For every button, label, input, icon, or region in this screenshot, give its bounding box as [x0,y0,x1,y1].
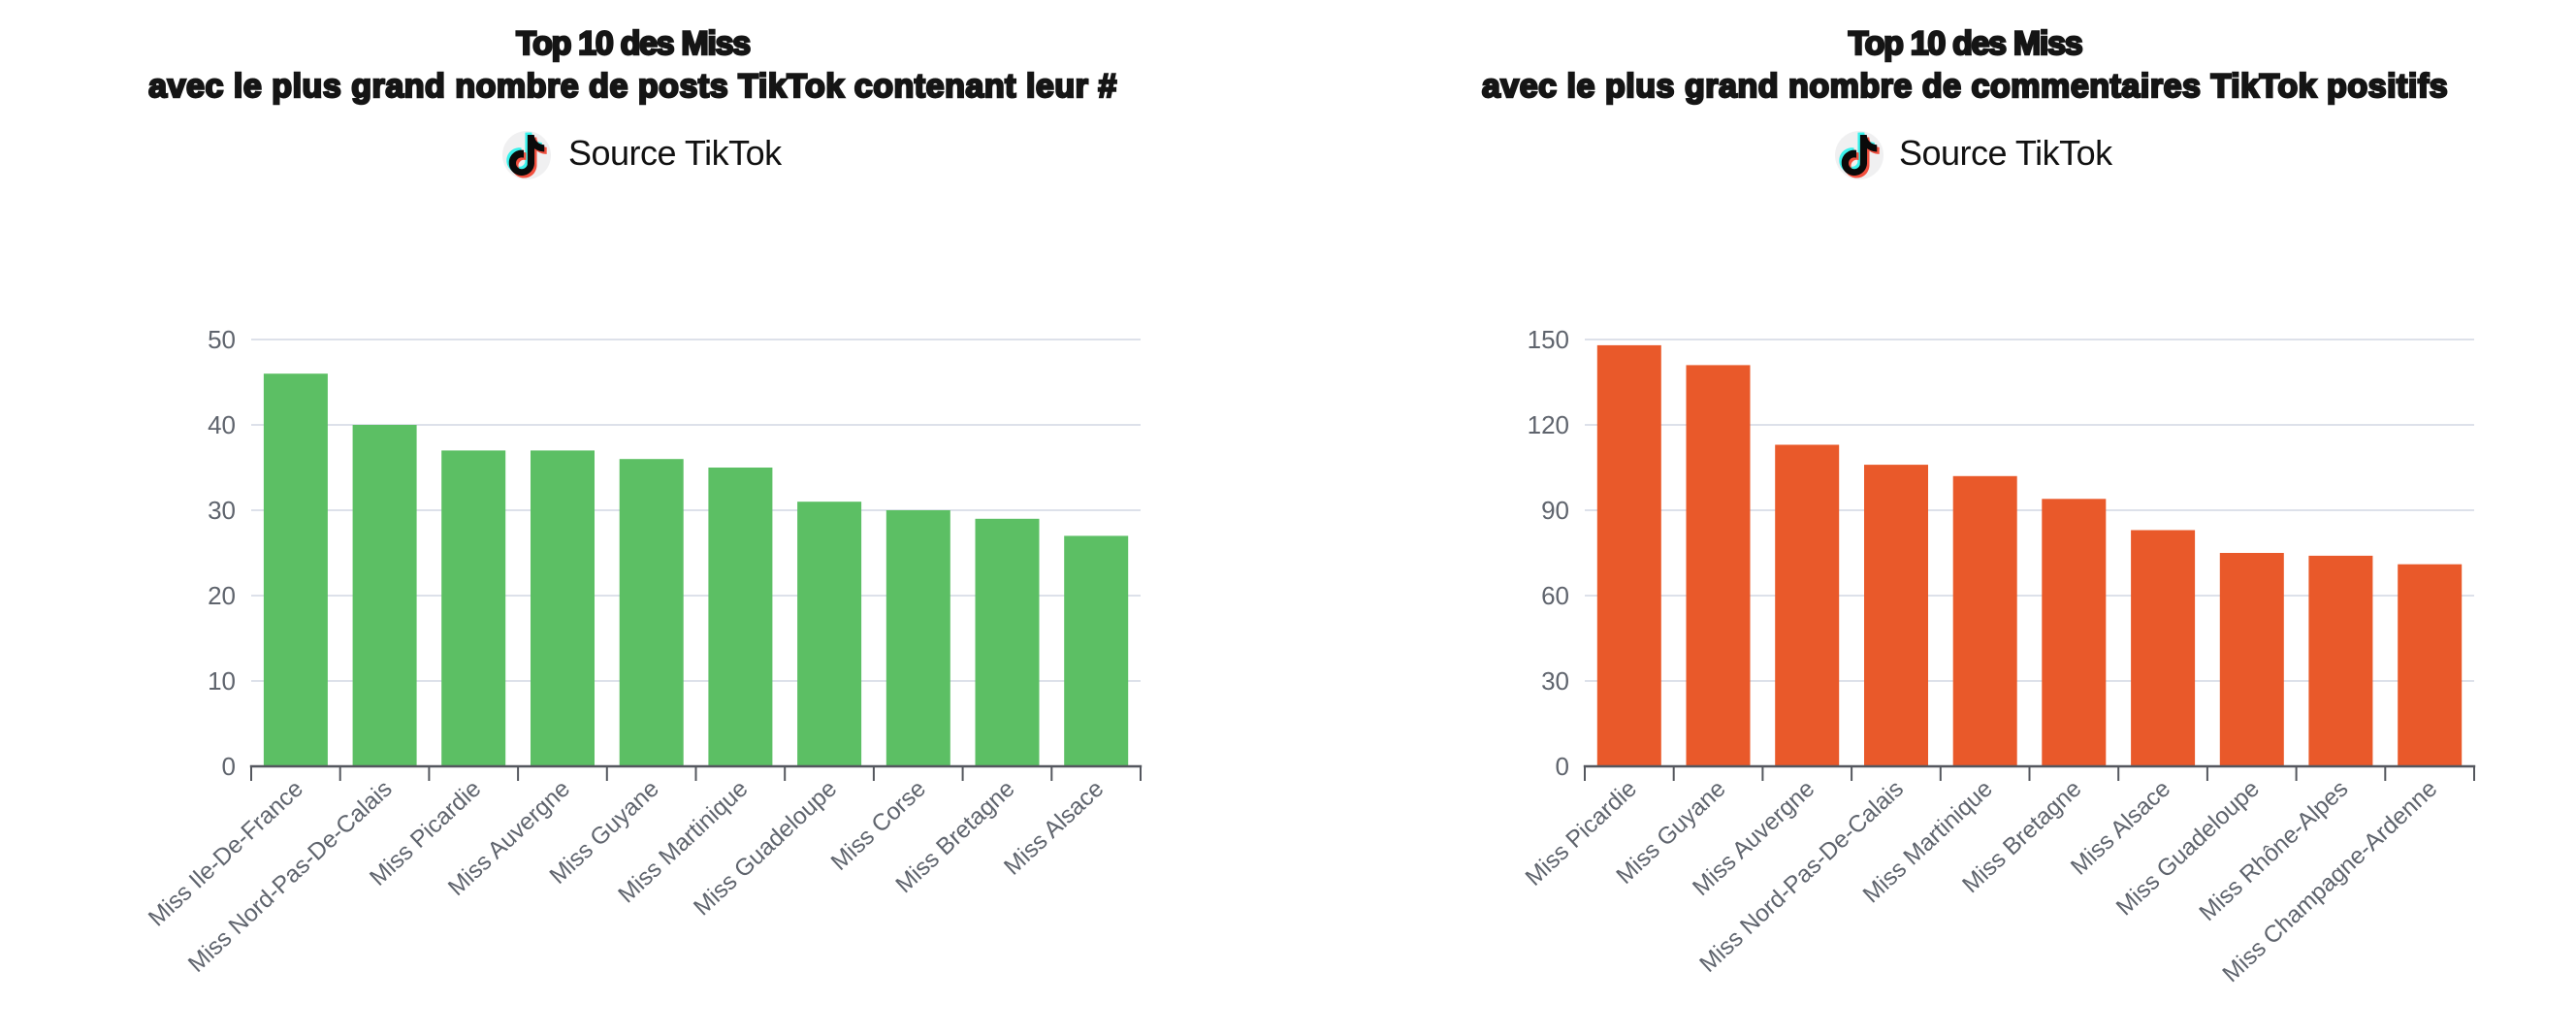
svg-text:Miss Rhône-Alpes: Miss Rhône-Alpes [2195,776,2354,926]
svg-text:40: 40 [208,410,236,439]
svg-text:0: 0 [1556,752,1569,781]
svg-text:Source TikTok: Source TikTok [568,133,783,173]
svg-text:50: 50 [208,325,236,354]
svg-text:Miss Ile-De-France: Miss Ile-De-France [144,776,308,932]
svg-text:30: 30 [1541,666,1569,696]
svg-text:0: 0 [222,752,236,781]
svg-text:20: 20 [208,581,236,610]
svg-text:150: 150 [1528,325,1569,354]
svg-text:120: 120 [1528,410,1569,439]
svg-text:60: 60 [1541,581,1569,610]
svg-text:30: 30 [208,496,236,525]
svg-text:10: 10 [208,666,236,696]
svg-text:Source TikTok: Source TikTok [1899,133,2113,173]
svg-text:90: 90 [1541,496,1569,525]
